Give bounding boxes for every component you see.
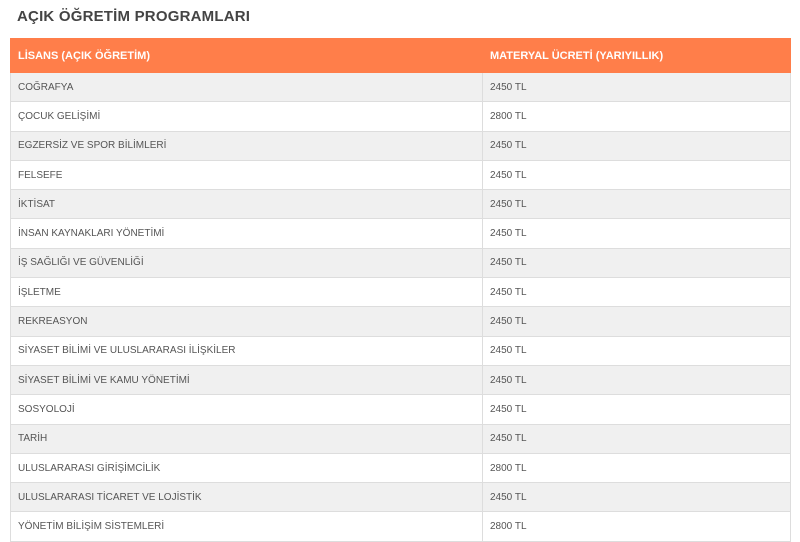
table-row: FELSEFE 2450 TL (10, 159, 791, 191)
column-header-program: LİSANS (AÇIK ÖĞRETİM) (10, 38, 483, 73)
table-row: SOSYOLOJİ 2450 TL (10, 394, 791, 425)
table-header-row: LİSANS (AÇIK ÖĞRETİM) MATERYAL ÜCRETİ (Y… (10, 38, 791, 73)
program-name-cell: REKREASYON (10, 306, 483, 337)
fee-cell: 2450 TL (482, 71, 791, 103)
column-header-fee: MATERYAL ÜCRETİ (YARIYILLIK) (482, 38, 791, 73)
table-row: İŞLETME 2450 TL (10, 277, 791, 308)
program-name-cell: SOSYOLOJİ (10, 394, 483, 425)
table-row: REKREASYON 2450 TL (10, 306, 791, 337)
table-row: İKTİSAT 2450 TL (10, 189, 791, 220)
fee-cell: 2450 TL (482, 423, 791, 454)
program-name-cell: TARİH (10, 423, 483, 454)
program-name-cell: SİYASET BİLİMİ VE KAMU YÖNETİMİ (10, 364, 483, 396)
program-name-cell: YÖNETİM BİLİŞİM SİSTEMLERİ (10, 511, 483, 542)
table-row: YÖNETİM BİLİŞİM SİSTEMLERİ 2800 TL (10, 511, 791, 542)
program-name-cell: ULUSLARARASI GİRİŞİMCİLİK (10, 452, 483, 484)
table-row: ULUSLARARASI TİCARET VE LOJİSTİK 2450 TL (10, 482, 791, 513)
fee-cell: 2800 TL (482, 101, 791, 132)
program-name-cell: ULUSLARARASI TİCARET VE LOJİSTİK (10, 482, 483, 513)
fee-cell: 2800 TL (482, 452, 791, 484)
page-title: AÇIK ÖĞRETİM PROGRAMLARI (17, 8, 251, 25)
fee-cell: 2450 TL (482, 335, 791, 366)
table-row: ULUSLARARASI GİRİŞİMCİLİK 2800 TL (10, 452, 791, 484)
fee-cell: 2450 TL (482, 247, 791, 279)
program-name-cell: ÇOCUK GELİŞİMİ (10, 101, 483, 132)
fee-table: LİSANS (AÇIK ÖĞRETİM) MATERYAL ÜCRETİ (Y… (10, 38, 791, 542)
program-name-cell: FELSEFE (10, 159, 483, 191)
program-name-cell: İŞ SAĞLIĞI VE GÜVENLİĞİ (10, 247, 483, 279)
table-row: İŞ SAĞLIĞI VE GÜVENLİĞİ 2450 TL (10, 247, 791, 279)
table-row: COĞRAFYA 2450 TL (10, 71, 791, 103)
table-row: EGZERSİZ VE SPOR BİLİMLERİ 2450 TL (10, 130, 791, 161)
table-row: SİYASET BİLİMİ VE ULUSLARARASI İLİŞKİLER… (10, 335, 791, 366)
fee-cell: 2450 TL (482, 394, 791, 425)
fee-cell: 2450 TL (482, 277, 791, 308)
fee-cell: 2450 TL (482, 218, 791, 249)
program-name-cell: İŞLETME (10, 277, 483, 308)
program-name-cell: SİYASET BİLİMİ VE ULUSLARARASI İLİŞKİLER (10, 335, 483, 366)
table-row: ÇOCUK GELİŞİMİ 2800 TL (10, 101, 791, 132)
program-name-cell: İNSAN KAYNAKLARI YÖNETİMİ (10, 218, 483, 249)
table-row: İNSAN KAYNAKLARI YÖNETİMİ 2450 TL (10, 218, 791, 249)
program-name-cell: COĞRAFYA (10, 71, 483, 103)
fee-cell: 2450 TL (482, 482, 791, 513)
fee-cell: 2450 TL (482, 306, 791, 337)
program-name-cell: İKTİSAT (10, 189, 483, 220)
table-body: COĞRAFYA 2450 TL ÇOCUK GELİŞİMİ 2800 TL … (10, 71, 791, 542)
fee-cell: 2450 TL (482, 130, 791, 161)
fee-cell: 2450 TL (482, 159, 791, 191)
table-row: SİYASET BİLİMİ VE KAMU YÖNETİMİ 2450 TL (10, 364, 791, 396)
fee-cell: 2450 TL (482, 364, 791, 396)
table-row: TARİH 2450 TL (10, 423, 791, 454)
fee-cell: 2800 TL (482, 511, 791, 542)
fee-cell: 2450 TL (482, 189, 791, 220)
program-name-cell: EGZERSİZ VE SPOR BİLİMLERİ (10, 130, 483, 161)
